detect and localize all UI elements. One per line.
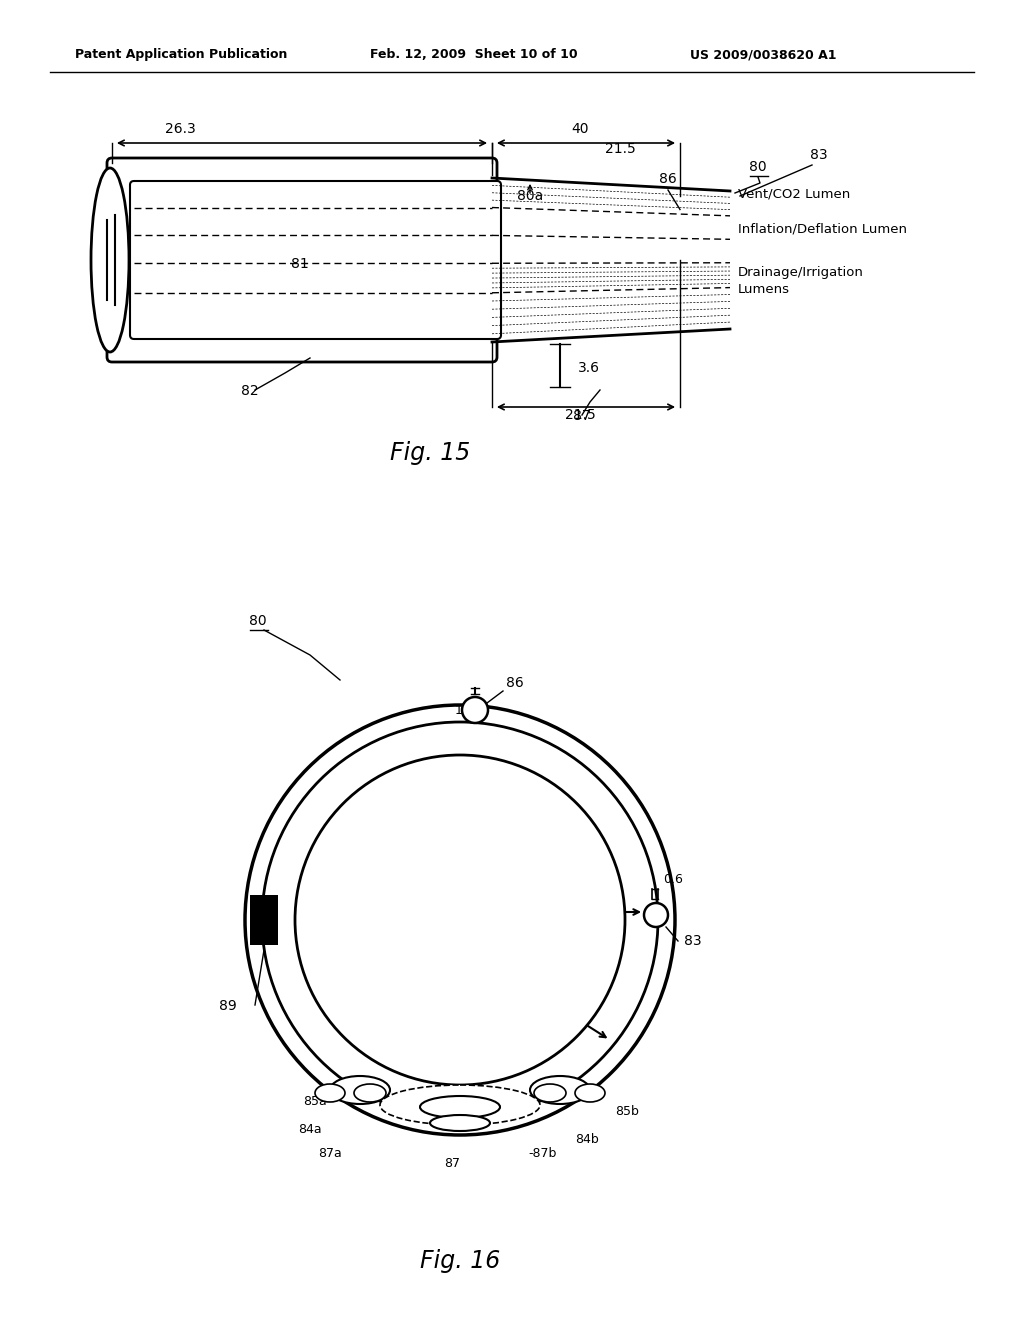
Text: 40: 40 — [571, 121, 589, 136]
Text: Fig. 16: Fig. 16 — [420, 1249, 500, 1272]
Bar — [250, 895, 278, 945]
Ellipse shape — [420, 1096, 500, 1118]
Circle shape — [462, 697, 488, 723]
Text: 85b: 85b — [615, 1105, 639, 1118]
Text: 83: 83 — [684, 935, 701, 948]
Ellipse shape — [530, 1076, 590, 1104]
Text: 87: 87 — [573, 409, 591, 422]
Ellipse shape — [91, 168, 129, 352]
Text: US 2009/0038620 A1: US 2009/0038620 A1 — [690, 48, 837, 61]
Text: Feb. 12, 2009  Sheet 10 of 10: Feb. 12, 2009 Sheet 10 of 10 — [370, 48, 578, 61]
Text: -87b: -87b — [528, 1147, 556, 1160]
Circle shape — [295, 755, 625, 1085]
Ellipse shape — [534, 1084, 566, 1102]
FancyBboxPatch shape — [106, 158, 497, 362]
Text: 26.3: 26.3 — [165, 121, 196, 136]
Text: 81: 81 — [291, 257, 309, 271]
Text: 86: 86 — [506, 676, 524, 690]
Text: 84a: 84a — [298, 1123, 322, 1137]
Text: 1: 1 — [455, 704, 463, 717]
Ellipse shape — [330, 1076, 390, 1104]
Text: 87: 87 — [444, 1158, 460, 1170]
Text: 85a: 85a — [303, 1096, 327, 1107]
Ellipse shape — [354, 1084, 386, 1102]
Text: 0.25: 0.25 — [381, 898, 393, 927]
Text: R4: R4 — [466, 887, 484, 902]
Text: 89: 89 — [219, 999, 237, 1012]
Circle shape — [245, 705, 675, 1135]
Ellipse shape — [430, 1115, 490, 1131]
Text: 87a: 87a — [318, 1147, 342, 1160]
Text: Vent/CO2 Lumen: Vent/CO2 Lumen — [738, 187, 850, 201]
Text: 84b: 84b — [575, 1133, 599, 1146]
Circle shape — [262, 722, 658, 1118]
FancyBboxPatch shape — [130, 181, 501, 339]
Text: 86: 86 — [659, 172, 677, 186]
Text: Patent Application Publication: Patent Application Publication — [75, 48, 288, 61]
Text: 21.5: 21.5 — [564, 408, 595, 422]
Text: 80: 80 — [750, 160, 767, 174]
Text: 80: 80 — [249, 614, 267, 628]
Ellipse shape — [575, 1084, 605, 1102]
Circle shape — [644, 903, 668, 927]
Ellipse shape — [315, 1084, 345, 1102]
Text: 82: 82 — [242, 384, 259, 399]
Text: 21.5: 21.5 — [604, 143, 635, 156]
Text: 0.6: 0.6 — [663, 873, 683, 886]
Text: 3.6: 3.6 — [578, 360, 600, 375]
Text: 81: 81 — [461, 829, 479, 843]
Text: R5.75: R5.75 — [475, 989, 515, 1003]
Text: 80a: 80a — [517, 189, 543, 203]
Text: Inflation/Deflation Lumen: Inflation/Deflation Lumen — [738, 223, 907, 235]
Text: 84: 84 — [437, 1055, 453, 1068]
Text: Drainage/Irrigation
Lumens: Drainage/Irrigation Lumens — [738, 265, 864, 296]
Text: 88: 88 — [482, 1065, 498, 1078]
Ellipse shape — [380, 1085, 540, 1125]
Text: 83: 83 — [810, 148, 827, 162]
Text: Fig. 15: Fig. 15 — [390, 441, 470, 465]
